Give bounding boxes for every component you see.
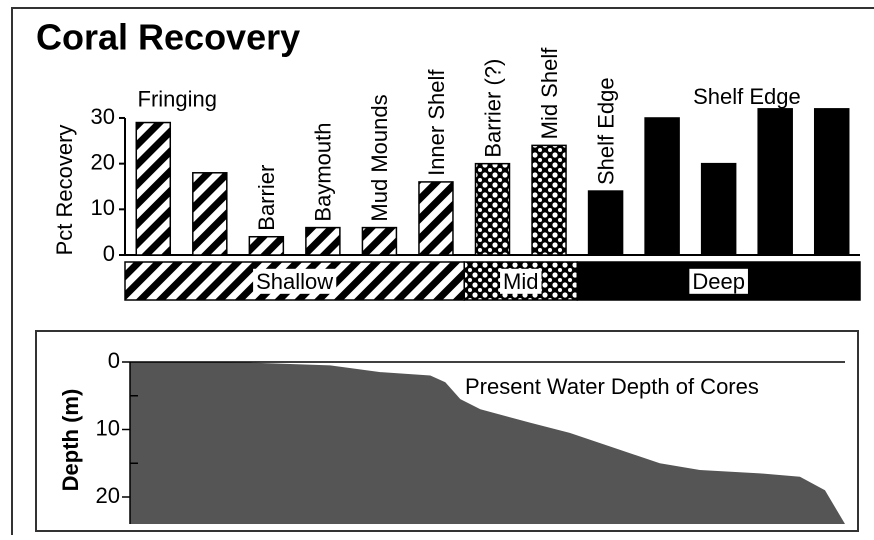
bar [757,108,793,256]
y-tick-label: 20 [91,149,115,174]
zone-label-bg [500,268,542,294]
bar [248,235,285,256]
bar [305,226,341,256]
category-label: Baymouth [311,123,336,222]
depth-area [130,362,845,524]
panel-frame [35,330,859,532]
zone-label: Deep [692,269,745,294]
y-tick-label: 20 [96,483,120,508]
category-label: Barrier (?) [480,59,505,158]
zone-label-bg [253,268,337,294]
y-tick-label: 0 [108,348,120,373]
category-label: Barrier [254,165,279,231]
bar [587,190,624,256]
bar [192,172,228,256]
y-tick-label: 30 [91,104,115,129]
bar [644,117,680,256]
chart-title: Coral Recovery [36,17,300,58]
bar [474,162,511,256]
annotation: Present Water Depth of Cores [465,374,759,399]
y-axis-label: Depth (m) [58,389,83,492]
zone-label-bg [689,268,748,294]
bar [813,108,850,256]
bar [700,162,737,256]
bar [361,226,398,256]
y-axis-label: Pct Recovery [52,125,77,256]
y-tick-label: 10 [91,195,115,220]
bar [531,144,567,256]
category-label: Mud Mounds [367,94,392,221]
bar [135,121,172,256]
frame [11,7,874,535]
bar [418,181,454,256]
category-label: Shelf Edge [593,77,618,185]
category-label: Inner Shelf [424,69,449,176]
zone-label: Mid [503,269,538,294]
annotation: Shelf Edge [693,84,801,109]
y-tick-label: 0 [103,241,115,266]
category-label: Fringing [138,86,217,111]
category-label: Mid Shelf [537,47,562,140]
zone-label: Shallow [256,269,333,294]
y-tick-label: 10 [96,415,120,440]
